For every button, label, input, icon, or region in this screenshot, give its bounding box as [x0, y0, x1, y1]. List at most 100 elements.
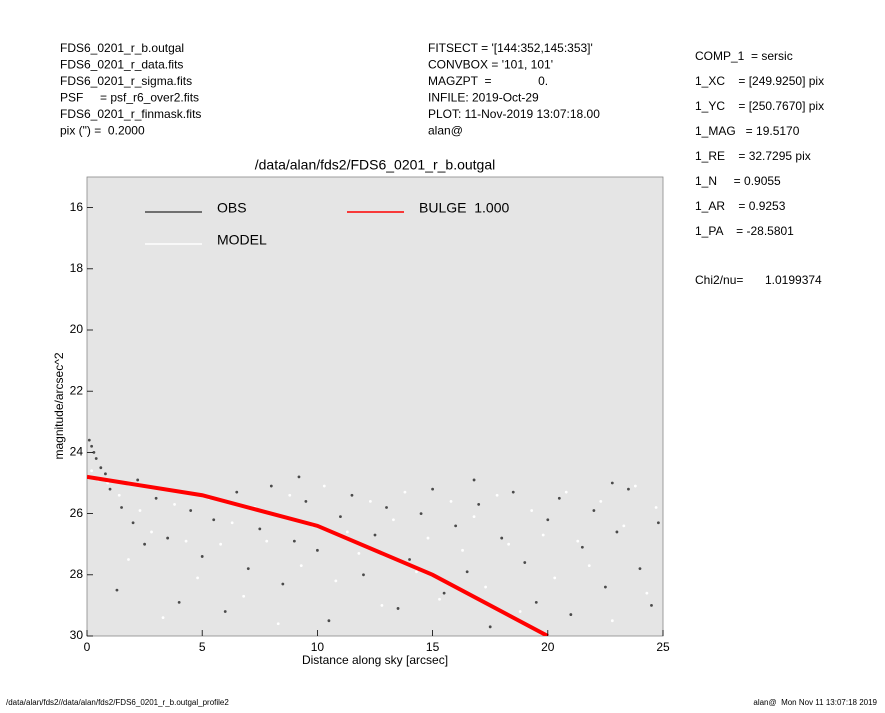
header-left-line: FDS6_0201_r_data.fits — [60, 58, 183, 72]
data-point — [592, 509, 596, 512]
data-point — [415, 570, 418, 574]
y-tick-label: 16 — [70, 200, 84, 214]
data-point — [403, 490, 407, 494]
header-right-line: 1_XC = [249.9250] pix — [695, 74, 824, 88]
data-point — [362, 573, 365, 577]
data-point — [90, 469, 94, 473]
data-point — [322, 484, 326, 488]
header-right-line: 1_AR = 0.9253 — [695, 199, 786, 213]
plot-area — [86, 176, 664, 637]
data-point — [518, 610, 522, 613]
data-point — [557, 496, 561, 500]
data-point — [99, 466, 103, 470]
data-point — [127, 558, 130, 561]
data-point — [258, 527, 262, 531]
header-center-line: MAGZPT = 0. — [428, 74, 548, 88]
data-point — [622, 524, 626, 528]
data-point — [143, 542, 147, 546]
data-point — [219, 542, 223, 546]
data-point — [357, 551, 361, 555]
data-point — [154, 496, 158, 500]
data-point — [184, 539, 188, 543]
data-point — [523, 561, 527, 564]
data-point — [472, 478, 476, 482]
data-point — [87, 438, 91, 442]
chi2-value: 1.0199374 — [765, 273, 822, 287]
data-point — [638, 567, 642, 571]
data-point — [327, 619, 331, 623]
data-point — [484, 585, 487, 589]
data-point — [604, 585, 607, 589]
data-point — [368, 499, 372, 503]
chi2-label: Chi2/nu= — [695, 273, 743, 287]
data-point — [656, 521, 660, 525]
data-point — [530, 509, 534, 512]
data-point — [610, 481, 614, 485]
data-point — [627, 487, 630, 491]
data-point — [553, 576, 557, 580]
data-point — [173, 503, 176, 506]
data-point — [177, 600, 181, 604]
header-center-line: alan@ — [428, 124, 463, 138]
data-point — [120, 506, 123, 509]
data-point — [138, 509, 142, 512]
legend-label: OBS — [217, 200, 247, 216]
y-axis-label: magnitude/arcsec^2 — [52, 352, 66, 459]
header-right-line: 1_RE = 32.7295 pix — [695, 149, 811, 163]
data-point — [117, 493, 121, 497]
data-point — [131, 521, 135, 525]
data-point — [115, 588, 119, 592]
data-point — [269, 484, 273, 488]
data-point — [472, 515, 476, 519]
x-tick-label: 20 — [541, 640, 555, 654]
x-tick-label: 10 — [311, 640, 325, 654]
data-point — [610, 619, 614, 623]
data-point — [500, 536, 504, 540]
data-point — [292, 539, 296, 543]
data-point — [350, 493, 354, 497]
data-point — [419, 512, 423, 515]
x-tick-label: 0 — [84, 640, 91, 654]
legend-label: MODEL — [217, 232, 267, 248]
data-point — [104, 472, 107, 476]
header-center-line: PLOT: 11-Nov-2019 13:07:18.00 — [428, 107, 600, 121]
header-right-line: 1_YC = [250.7670] pix — [695, 99, 824, 113]
data-point — [615, 530, 619, 534]
y-tick-label: 20 — [70, 322, 84, 336]
data-point — [587, 564, 591, 568]
data-point — [242, 594, 246, 598]
data-point — [212, 518, 216, 522]
data-point — [94, 457, 98, 460]
data-point — [650, 604, 653, 607]
x-tick-label: 5 — [199, 640, 206, 654]
data-point — [426, 536, 430, 540]
data-point — [454, 524, 458, 528]
data-point — [108, 487, 112, 491]
data-point — [599, 499, 603, 503]
x-tick-label: 25 — [656, 640, 670, 654]
data-point — [288, 493, 292, 497]
data-point — [580, 545, 584, 549]
data-point — [166, 536, 170, 540]
data-point — [90, 444, 94, 448]
chart-title: /data/alan/fds2/FDS6_0201_r_b.outgal — [255, 157, 496, 173]
data-point — [339, 515, 342, 519]
header-left-line: FDS6_0201_r_b.outgal — [60, 41, 184, 55]
data-point — [633, 484, 637, 488]
data-point — [396, 607, 400, 610]
header-center-line: FITSECT = '[144:352,145:353]' — [428, 41, 593, 55]
y-tick-label: 24 — [70, 445, 84, 459]
header-left-line: FDS6_0201_r_sigma.fits — [60, 74, 192, 88]
data-point — [265, 539, 269, 543]
data-point — [235, 490, 239, 494]
data-point — [461, 548, 464, 552]
data-point — [299, 564, 303, 568]
data-point — [534, 600, 538, 604]
data-point — [223, 610, 227, 613]
data-point — [92, 451, 96, 454]
plot-marks — [87, 438, 660, 636]
data-point — [449, 499, 453, 503]
data-point — [564, 490, 568, 494]
data-point — [345, 530, 349, 534]
